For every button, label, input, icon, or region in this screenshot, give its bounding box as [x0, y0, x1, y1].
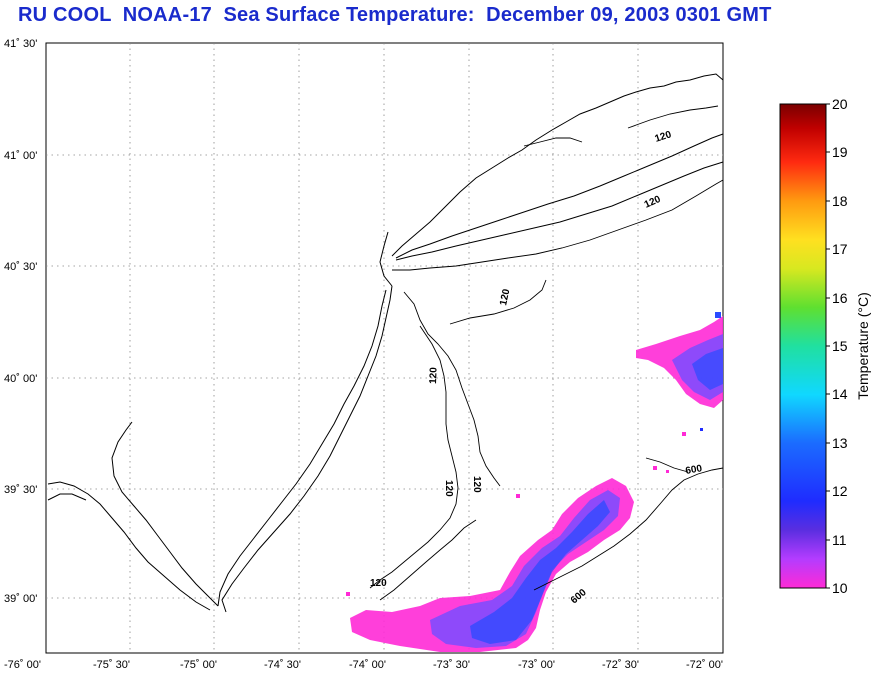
sst-patch-south — [350, 478, 634, 652]
lat-tick-label: 39˚ 30' — [4, 484, 37, 496]
lat-tick-label: 41˚ 00' — [4, 150, 37, 162]
lon-tick-label: -76˚ 00' — [4, 659, 41, 671]
map-frame — [45, 42, 724, 654]
sst-pixel — [666, 470, 669, 473]
lon-tick-label: -74˚ 30' — [264, 659, 301, 671]
coastline — [47, 73, 724, 613]
sst-patch-east-inner — [692, 348, 723, 390]
sst-pixel — [653, 466, 657, 470]
longitude-labels: -76˚ 00' -75˚ 30' -75˚ 00' -74˚ 30' -74˚… — [4, 659, 723, 671]
contour-label: 120 — [370, 578, 387, 589]
latitude-labels: 41˚ 30' 41˚ 00' 40˚ 30' 40˚ 00' 39˚ 30' … — [4, 38, 37, 605]
sst-pixel — [700, 428, 703, 431]
lat-tick-label: 41˚ 30' — [4, 38, 37, 50]
contour-label: 120 — [443, 480, 454, 497]
colorbar-tick-label: 18 — [832, 193, 848, 209]
lon-tick-label: -72˚ 00' — [686, 659, 723, 671]
colorbar-tick-label: 11 — [832, 532, 847, 548]
colorbar-tick-label: 16 — [832, 290, 848, 306]
lat-tick-label: 40˚ 30' — [4, 261, 37, 273]
colorbar-ticks — [826, 103, 830, 589]
contour-label: 120 — [498, 288, 512, 307]
colorbar-tick-label: 12 — [832, 483, 848, 499]
map-title: RU COOL NOAA-17 Sea Surface Temperature:… — [18, 4, 772, 26]
sst-pixel — [682, 432, 686, 436]
contour-label: 120 — [654, 129, 674, 145]
lon-tick-label: -74˚ 00' — [349, 659, 386, 671]
sst-pixel — [346, 592, 350, 596]
lon-tick-label: -73˚ 30' — [433, 659, 470, 671]
colorbar-tick-label: 19 — [832, 144, 848, 160]
contour-labels: 120 120 120 120 120 120 120 600 600 — [370, 129, 703, 606]
contour-label: 600 — [685, 463, 704, 477]
lat-tick-label: 39˚ 00' — [4, 593, 37, 605]
lat-tick-label: 40˚ 00' — [4, 373, 37, 385]
sst-pixel — [715, 312, 721, 318]
colorbar-tick-label: 15 — [832, 338, 848, 354]
colorbar-tick-label: 13 — [832, 435, 848, 451]
colorbar-title: Temperature (°C) — [855, 292, 871, 400]
sst-data — [346, 312, 723, 652]
sst-pixel — [516, 494, 520, 498]
lon-tick-label: -75˚ 00' — [180, 659, 217, 671]
colorbar-gradient — [779, 103, 827, 589]
colorbar-tick-label: 17 — [832, 241, 848, 257]
colorbar-tick-label: 10 — [832, 580, 848, 596]
colorbar: 20 19 18 17 16 15 14 13 12 11 10 Tempera… — [779, 96, 871, 596]
colorbar-tick-label: 14 — [832, 386, 848, 402]
lon-tick-label: -73˚ 00' — [518, 659, 555, 671]
colorbar-tick-label: 20 — [832, 96, 848, 112]
lon-tick-label: -75˚ 30' — [93, 659, 130, 671]
lon-tick-label: -72˚ 30' — [602, 659, 639, 671]
contour-label: 120 — [428, 367, 440, 384]
sst-patch-south-core — [430, 490, 620, 648]
sst-patch-south-inner — [470, 500, 610, 644]
isobaths — [369, 105, 724, 601]
contour-label: 120 — [471, 476, 482, 493]
